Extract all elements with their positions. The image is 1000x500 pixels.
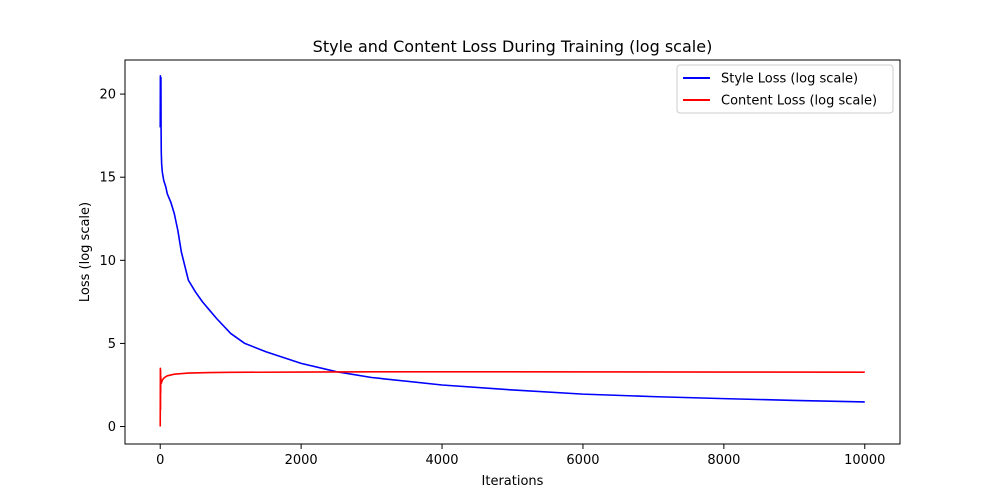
x-tick-label: 10000 [844,453,885,468]
series-layer [159,74,865,427]
content-loss-line [159,367,865,427]
y-axis-label: Loss (log scale) [78,202,93,302]
chart-title: Style and Content Loss During Training (… [313,37,713,56]
ticks-layer: 0 2000 4000 6000 8000 10000 0 5 10 15 20 [99,88,885,468]
y-tick-label: 20 [99,88,116,103]
legend: Style Loss (log scale) Content Loss (log… [676,64,894,114]
x-tick-label: 4000 [425,453,458,468]
x-tick-label: 0 [156,453,164,468]
y-tick-label: 0 [108,420,116,435]
x-tick-label: 6000 [566,453,599,468]
x-axis-label: Iterations [482,474,544,489]
y-tick-label: 10 [99,254,116,269]
y-tick-label: 5 [108,337,116,352]
plot-frame [124,59,901,445]
y-tick-label: 15 [99,171,116,186]
x-tick-label: 2000 [285,453,318,468]
style-loss-line [159,74,865,403]
x-tick-label: 8000 [707,453,740,468]
legend-content-label: Content Loss (log scale) [721,94,877,109]
legend-box [676,64,894,114]
legend-style-label: Style Loss (log scale) [721,72,858,87]
